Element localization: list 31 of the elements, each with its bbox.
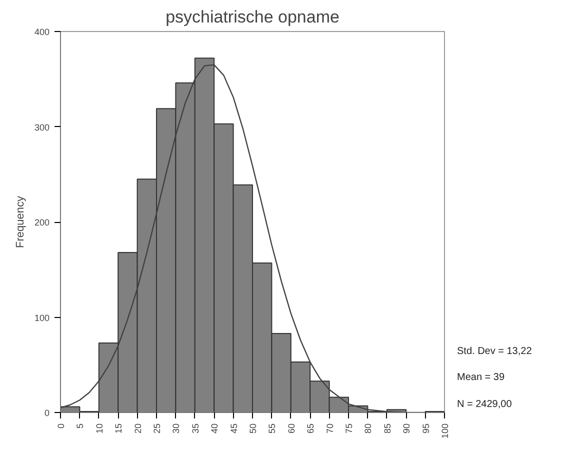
x-tick-label: 95 — [420, 423, 431, 434]
x-tick-label: 60 — [286, 423, 296, 434]
x-tick-label: 30 — [171, 423, 182, 434]
x-tick-label: 85 — [382, 423, 392, 434]
y-tick-label: 400 — [34, 27, 50, 37]
x-tick-label: 0 — [56, 423, 66, 429]
text: Mean = 39 — [457, 371, 506, 386]
text: N = 2429,00 — [457, 398, 513, 412]
y-tick-label: 0 — [44, 408, 50, 418]
x-tick-label: 90 — [402, 423, 412, 434]
x-tick-label: 15 — [114, 423, 124, 434]
x-tick-label: 65 — [306, 423, 316, 434]
y-tick-label: 300 — [34, 122, 50, 132]
x-tick-label: 75 — [344, 423, 354, 434]
x-tick-label: 25 — [152, 423, 162, 434]
x-tick-label: 40 — [210, 423, 220, 434]
x-tick-label: 70 — [324, 423, 335, 434]
chart-title: psychiatrische opname — [166, 8, 340, 26]
y-axis-title: Frequency — [14, 196, 26, 248]
y-tick-label: 200 — [34, 218, 50, 228]
x-tick-label: 10 — [94, 423, 104, 434]
x-tick-label: 100 — [440, 423, 450, 439]
y-tick-label: 100 — [34, 312, 50, 323]
x-tick-label: 35 — [190, 423, 200, 434]
x-tick-label: 20 — [132, 423, 143, 434]
x-tick-label: 55 — [267, 423, 278, 434]
x-tick-label: 45 — [228, 423, 239, 434]
x-tick-label: 5 — [75, 423, 86, 429]
text: Std. Dev = 13,22 — [457, 345, 532, 359]
x-tick-label: 80 — [363, 423, 374, 434]
x-tick-label: 50 — [248, 423, 258, 434]
